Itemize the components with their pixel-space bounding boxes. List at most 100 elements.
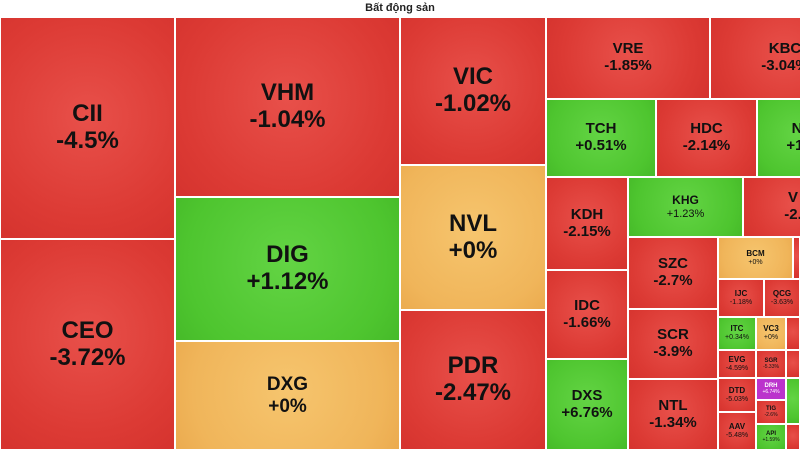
tile-change: -1.04% [249, 106, 326, 133]
tile-change: -1.18% [729, 298, 753, 306]
tile-change: -2.15% [563, 222, 611, 240]
tile-symbol: V [787, 189, 798, 207]
tile-aav[interactable]: AAV -5.48% [718, 412, 756, 450]
tile-change: +1.59% [762, 436, 780, 443]
tile-edge-5[interactable] [786, 424, 800, 450]
tile-dtd[interactable]: DTD -5.03% [718, 378, 756, 412]
tile-symbol: VC3 [763, 324, 779, 334]
tile-kdh[interactable]: KDH -2.15% [546, 177, 628, 270]
tile-change: -1.66% [563, 313, 611, 331]
tile-vhm[interactable]: VHM -1.04% [175, 17, 400, 197]
tile-itc[interactable]: ITC +0.34% [718, 317, 756, 350]
tile-change: -1.85% [604, 57, 652, 74]
tile-change: -5.48% [725, 431, 749, 439]
tile-idc[interactable]: IDC -1.66% [546, 270, 628, 359]
treemap: CII -4.5% CEO -3.72% VHM -1.04% DIG +1.1… [0, 17, 800, 450]
tile-vic[interactable]: VIC -1.02% [400, 17, 546, 165]
tile-symbol: AAV [728, 421, 746, 431]
tile-change: +1.23% [666, 207, 705, 220]
page-title: Bất động sản [365, 2, 435, 14]
tile-symbol: HDC [690, 120, 723, 138]
tile-edge-2[interactable] [786, 317, 800, 350]
tile-change: -3.72% [49, 343, 126, 371]
tile-symbol: IJC [734, 288, 748, 298]
tile-change: +1. [786, 137, 800, 154]
tile-edge-4[interactable] [786, 378, 800, 424]
tile-change: -2.47% [434, 379, 512, 406]
tile-pdr[interactable]: PDR -2.47% [400, 310, 546, 450]
tile-symbol: PDR [447, 352, 499, 380]
tile-change: -3.04% [761, 57, 800, 74]
tile-symbol: KBC [768, 40, 800, 58]
tile-symbol: VIC [452, 63, 493, 91]
tile-symbol: KHG [672, 193, 699, 208]
tile-symbol: DXG [266, 374, 309, 396]
tile-symbol: DXS [571, 386, 603, 404]
tile-change: +6.74% [762, 388, 780, 395]
tile-change: -4.59% [725, 364, 749, 372]
tile-dxs[interactable]: DXS +6.76% [546, 359, 628, 450]
tile-change: -1.02% [434, 90, 512, 117]
tile-symbol: EVG [728, 354, 746, 364]
tile-dig[interactable]: DIG +1.12% [175, 197, 400, 341]
tile-change: -2.6% [764, 411, 778, 418]
tile-cii[interactable]: CII -4.5% [0, 17, 175, 239]
tile-qcg[interactable]: QCG -3.63% [764, 279, 800, 317]
tile-symbol: IDC [574, 296, 600, 314]
tile-dxg[interactable]: DXG +0% [175, 341, 400, 450]
tile-change: +0% [748, 258, 763, 266]
tile-ijc[interactable]: IJC -1.18% [718, 279, 764, 317]
tile-change: -3.63% [770, 298, 794, 306]
tile-change: -4.5% [56, 127, 119, 154]
tile-symbol: BCM [746, 248, 765, 258]
tile-change: +0% [448, 236, 498, 264]
tile-change: +0.34% [725, 334, 749, 342]
tile-symbol: SZC [658, 255, 688, 273]
tile-change: +0% [763, 334, 779, 342]
tile-change: +0% [268, 395, 307, 417]
tile-symbol: VHM [260, 79, 315, 107]
tile-change: -1.34% [649, 413, 697, 431]
tile-nvl[interactable]: NVL +0% [400, 165, 546, 310]
tile-ntl[interactable]: NTL -1.34% [628, 379, 718, 450]
tile-tig[interactable]: TIG -2.6% [756, 400, 786, 424]
tile-api[interactable]: API +1.59% [756, 424, 786, 450]
tile-symbol: KDH [570, 205, 604, 223]
tile-edge-1[interactable] [793, 237, 800, 279]
tile-symbol: ITC [730, 324, 744, 334]
tile-sgr[interactable]: SGR -5.33% [756, 350, 786, 378]
tile-drh[interactable]: DRH +6.74% [756, 378, 786, 400]
tile-symbol: SGR [764, 357, 778, 364]
tile-symbol: TIG [766, 405, 776, 412]
tile-change: -2.14% [682, 137, 731, 154]
tile-v-partial[interactable]: V -2. [743, 177, 800, 237]
tile-change: +0.51% [575, 137, 627, 154]
tile-khg[interactable]: KHG +1.23% [628, 177, 743, 237]
tile-vc3[interactable]: VC3 +0% [756, 317, 786, 350]
tile-bcm[interactable]: BCM +0% [718, 237, 793, 279]
tile-evg[interactable]: EVG -4.59% [718, 350, 756, 378]
tile-symbol: QCG [772, 288, 792, 298]
tile-symbol: DIG [266, 241, 309, 269]
tile-kbc[interactable]: KBC -3.04% [710, 17, 800, 99]
tile-change: -2. [784, 206, 800, 223]
tile-ceo[interactable]: CEO -3.72% [0, 239, 175, 450]
tile-edge-3[interactable] [786, 350, 800, 378]
tile-symbol: DRH [764, 382, 778, 389]
tile-symbol: API [765, 430, 776, 437]
tile-hdc[interactable]: HDC -2.14% [656, 99, 757, 177]
tile-change: -3.9% [653, 343, 693, 360]
tile-symbol: VRE [612, 40, 644, 58]
tile-scr[interactable]: SCR -3.9% [628, 309, 718, 379]
tile-symbol: N [792, 120, 800, 138]
tile-symbol: NTL [658, 396, 688, 414]
tile-n-partial[interactable]: N +1. [757, 99, 800, 177]
tile-tch[interactable]: TCH +0.51% [546, 99, 656, 177]
tile-symbol: CEO [61, 316, 114, 344]
tile-symbol: DTD [728, 385, 746, 395]
tile-change: -2.7% [653, 272, 693, 289]
tile-vre[interactable]: VRE -1.85% [546, 17, 710, 99]
tile-szc[interactable]: SZC -2.7% [628, 237, 718, 309]
tile-change: +1.12% [246, 268, 329, 295]
tile-symbol: CII [72, 100, 103, 128]
